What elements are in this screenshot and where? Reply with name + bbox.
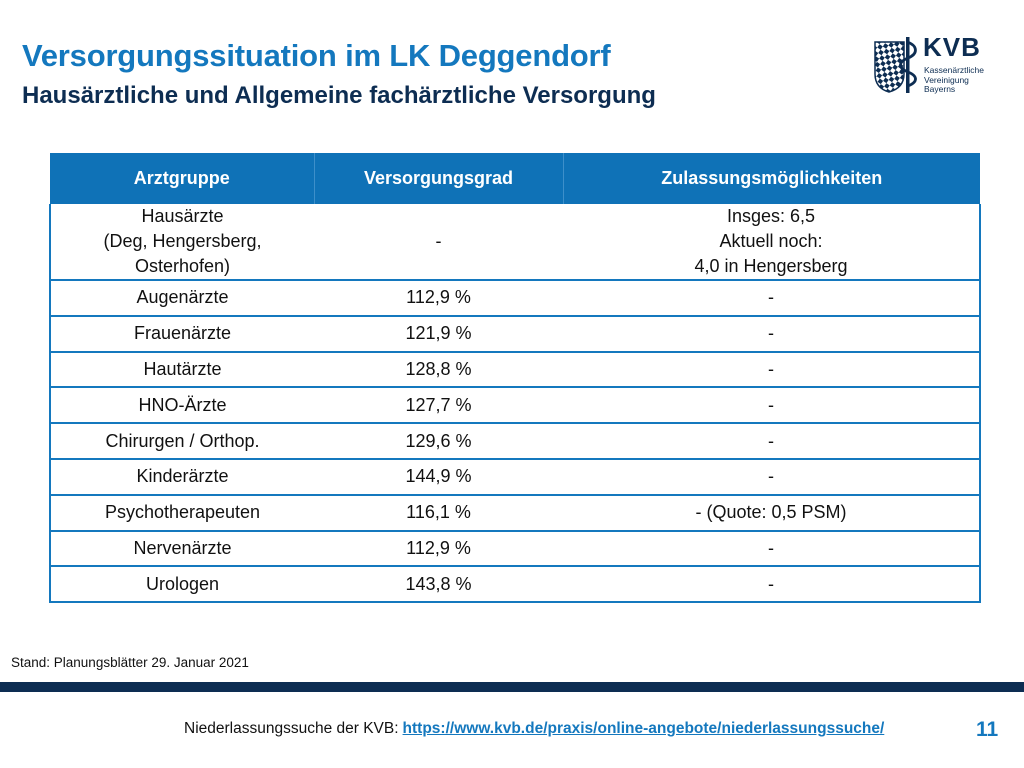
cell-grade: 121,9 %	[314, 315, 563, 353]
cell-grade: 112,9 %	[314, 280, 563, 317]
cell-grade: 129,6 %	[314, 423, 563, 460]
logo-kvb-text: KVB	[923, 32, 981, 62]
cell-grade: 143,8 %	[314, 566, 563, 604]
cell-group-line: (Deg, Hengersberg,	[103, 231, 262, 251]
cell-options-line: Aktuell noch:	[719, 231, 823, 251]
table-row: Nervenärzte 112,9 % -	[49, 530, 981, 568]
cell-grade: 116,1 %	[314, 494, 563, 532]
cell-options: -	[563, 423, 981, 460]
cell-group: Nervenärzte	[49, 530, 314, 568]
table-row: Chirurgen / Orthop. 129,6 % -	[49, 423, 981, 460]
cell-options: -	[563, 280, 981, 317]
table-row: Frauenärzte 121,9 % -	[49, 315, 981, 353]
cell-group: Psychotherapeuten	[49, 494, 314, 532]
cell-options: -	[563, 351, 981, 389]
table-row: Psychotherapeuten 116,1 % - (Quote: 0,5 …	[49, 494, 981, 532]
cell-options: -	[563, 530, 981, 568]
cell-options: -	[563, 458, 981, 496]
cell-group: Augenärzte	[49, 280, 314, 317]
table-header-row: Arztgruppe Versorgungsgrad Zulassungsmög…	[50, 153, 980, 204]
cell-group: Kinderärzte	[49, 458, 314, 496]
table-row: Augenärzte 112,9 % -	[49, 280, 981, 317]
cell-group: Chirurgen / Orthop.	[49, 423, 314, 460]
header-arztgruppe: Arztgruppe	[50, 153, 315, 204]
page-title: Versorgungssituation im LK Deggendorf	[22, 38, 611, 73]
cell-options-line: Insges: 6,5	[726, 206, 816, 226]
cell-group: Hausärzte (Deg, Hengersberg, Osterhofen)	[49, 204, 314, 281]
cell-grade: 128,8 %	[314, 351, 563, 389]
cell-grade: 144,9 %	[314, 458, 563, 496]
page-subtitle: Hausärztliche und Allgemeine fachärztlic…	[22, 82, 656, 109]
cell-options: - (Quote: 0,5 PSM)	[563, 494, 981, 532]
kvb-bavaria-staff-logo-icon	[874, 37, 917, 93]
footer-link[interactable]: https://www.kvb.de/praxis/online-angebot…	[402, 720, 885, 737]
logo-line-3: Bayerns	[924, 84, 956, 94]
table-row: Kinderärzte 144,9 % -	[49, 458, 981, 496]
table-row: Hausärzte (Deg, Hengersberg, Osterhofen)…	[49, 204, 981, 281]
header-zulassungsmoeglichkeiten: Zulassungsmöglichkeiten	[563, 153, 980, 204]
footer: Niederlassungssuche der KVB: https://www.…	[184, 720, 884, 738]
cell-options: -	[563, 315, 981, 353]
cell-options: -	[563, 387, 981, 425]
page-number: 11	[976, 718, 999, 741]
kvb-logo: KVB Kassenärztliche Vereinigung Bayerns	[872, 32, 997, 98]
cell-options-line: 4,0 in Hengersberg	[694, 256, 848, 276]
table-row: Urologen 143,8 % -	[49, 566, 981, 604]
cell-options: Insges: 6,5 Aktuell noch: 4,0 in Hengers…	[563, 204, 981, 281]
cell-grade: 127,7 %	[314, 387, 563, 425]
cell-group-line: Osterhofen)	[134, 256, 231, 276]
logo-line-1: Kassenärztliche	[924, 65, 985, 75]
care-situation-table: Arztgruppe Versorgungsgrad Zulassungsmög…	[49, 153, 981, 604]
cell-grade: 112,9 %	[314, 530, 563, 568]
cell-grade: -	[314, 204, 563, 281]
header-versorgungsgrad: Versorgungsgrad	[314, 153, 564, 204]
cell-group-line: Hausärzte	[141, 206, 224, 226]
footer-divider-bar	[0, 682, 1024, 692]
cell-group: Urologen	[49, 566, 314, 604]
table-row: Hautärzte 128,8 % -	[49, 351, 981, 389]
cell-group: Frauenärzte	[49, 315, 314, 353]
footer-label: Niederlassungssuche der KVB:	[184, 720, 399, 737]
stand-note: Stand: Planungsblätter 29. Januar 2021	[11, 655, 249, 670]
cell-options: -	[563, 566, 981, 604]
cell-group: Hautärzte	[49, 351, 314, 389]
logo-line-2: Vereinigung	[924, 74, 969, 85]
cell-group: HNO-Ärzte	[49, 387, 314, 425]
table-row: HNO-Ärzte 127,7 % -	[49, 387, 981, 425]
